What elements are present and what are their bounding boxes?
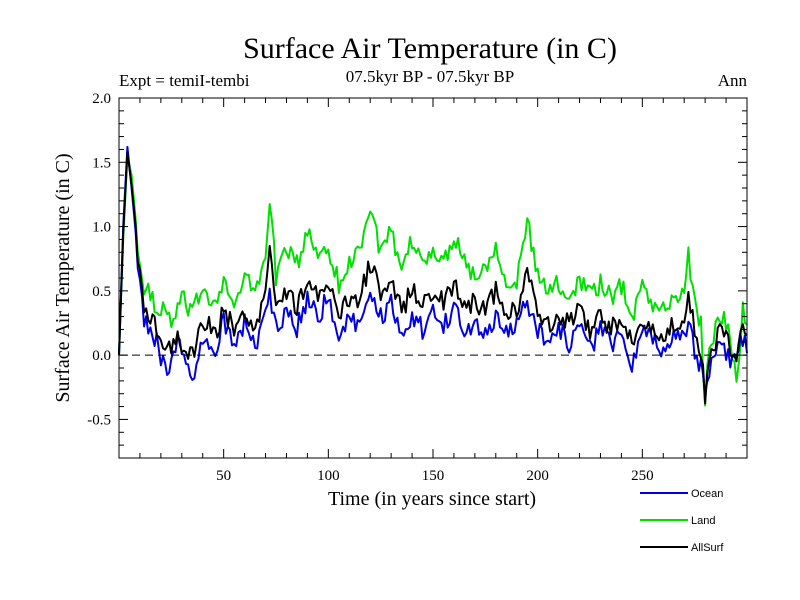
y-tick-label: 0.0 — [92, 348, 111, 364]
plot-frame — [118, 97, 748, 459]
legend-label-ocean: Ocean — [691, 488, 723, 500]
y-axis-label: Surface Air Temperature (in C) — [52, 153, 74, 402]
series-line-land — [118, 154, 748, 407]
x-tick-label: 150 — [422, 468, 445, 484]
y-tick-label: -0.5 — [87, 412, 111, 428]
y-tick-label: 2.0 — [92, 91, 111, 107]
legend-label-allsurf: AllSurf — [691, 542, 724, 554]
series-line-allsurf — [118, 151, 748, 405]
x-tick-label: 100 — [317, 468, 340, 484]
chart-title: Surface Air Temperature (in C) — [243, 32, 617, 65]
x-axis: 50 100 150 200 250 — [118, 98, 748, 484]
y-tick-label: 0.5 — [92, 284, 111, 300]
season-label: Ann — [718, 71, 748, 90]
x-tick-label: 250 — [631, 468, 654, 484]
x-axis-label: Time (in years since start) — [328, 488, 536, 510]
x-tick-label: 200 — [526, 468, 549, 484]
y-tick-label: 1.0 — [92, 220, 111, 236]
chart-subtitle: 07.5kyr BP - 07.5kyr BP — [346, 67, 514, 86]
y-axis: -0.5 0.0 0.5 1.0 1.5 2.0 — [87, 91, 747, 459]
legend: Ocean Land AllSurf — [640, 488, 724, 554]
experiment-label: Expt = temiI-tembi — [119, 71, 250, 90]
series-layer — [118, 145, 748, 407]
legend-label-land: Land — [691, 515, 715, 527]
y-tick-label: 1.5 — [92, 155, 111, 171]
series-line-ocean — [118, 145, 748, 396]
x-tick-label: 50 — [216, 468, 231, 484]
